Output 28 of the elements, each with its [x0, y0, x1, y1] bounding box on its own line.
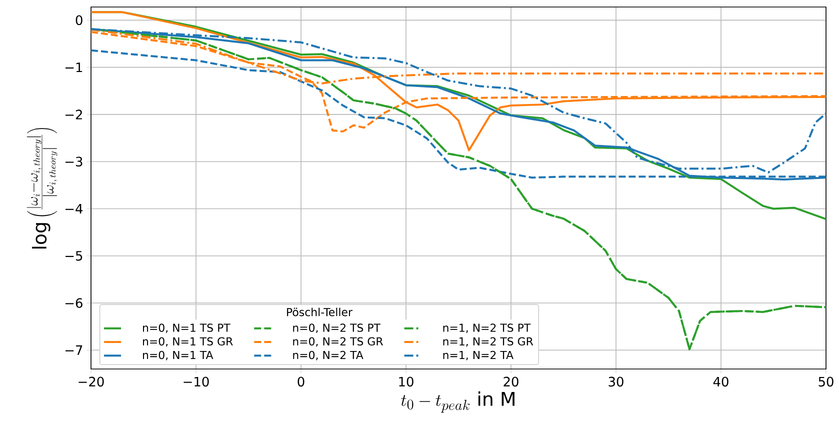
x-tick-label: 30 — [608, 376, 624, 387]
x-tick-label: 10 — [399, 376, 414, 387]
x-tick-label: 20 — [504, 376, 518, 387]
legend-label: n=0, N=2 TS PT — [293, 324, 381, 334]
x-tick-label: −20 — [78, 376, 104, 387]
legend-label: n=0, N=1 TS GR — [143, 337, 233, 347]
y-tick-label: −3 — [66, 156, 82, 166]
x-tick-label: −10 — [184, 376, 209, 387]
x-tick-label: 50 — [818, 376, 834, 387]
legend-label: n=0, N=1 TA — [143, 350, 214, 360]
legend-title: Pöschl-Teller — [287, 308, 352, 316]
y-tick-label: −4 — [66, 204, 83, 214]
legend-label: n=0, N=2 TA — [293, 350, 364, 360]
legend-label: n=0, N=1 TS PT — [143, 324, 230, 334]
legend-label: n=1, N=2 TS PT — [443, 324, 531, 334]
y-tick-label: 0 — [76, 15, 82, 26]
x-tick-label: 0 — [298, 376, 304, 387]
x-axis-title: $t_0 - t_{peak}\ \mathrm{in\ M}$ — [401, 391, 514, 413]
legend-label: n=1, N=2 TS GR — [443, 337, 534, 347]
x-tick-label: 40 — [713, 376, 728, 387]
y-axis-title: $\log\left(\frac{|\omega_i - \omega_{i,\,theory}|}{|\omega_{i,\,theory}|}\right)$ — [26, 128, 58, 248]
y-tick-label: −2 — [66, 110, 82, 120]
y-tick-label: −6 — [66, 298, 82, 308]
y-tick-label: −7 — [66, 345, 82, 355]
legend-label: n=1, N=2 TA — [443, 350, 514, 360]
y-tick-label: −1 — [66, 62, 82, 72]
y-tick-label: −5 — [66, 251, 82, 261]
legend-label: n=0, N=2 TS GR — [293, 337, 383, 347]
